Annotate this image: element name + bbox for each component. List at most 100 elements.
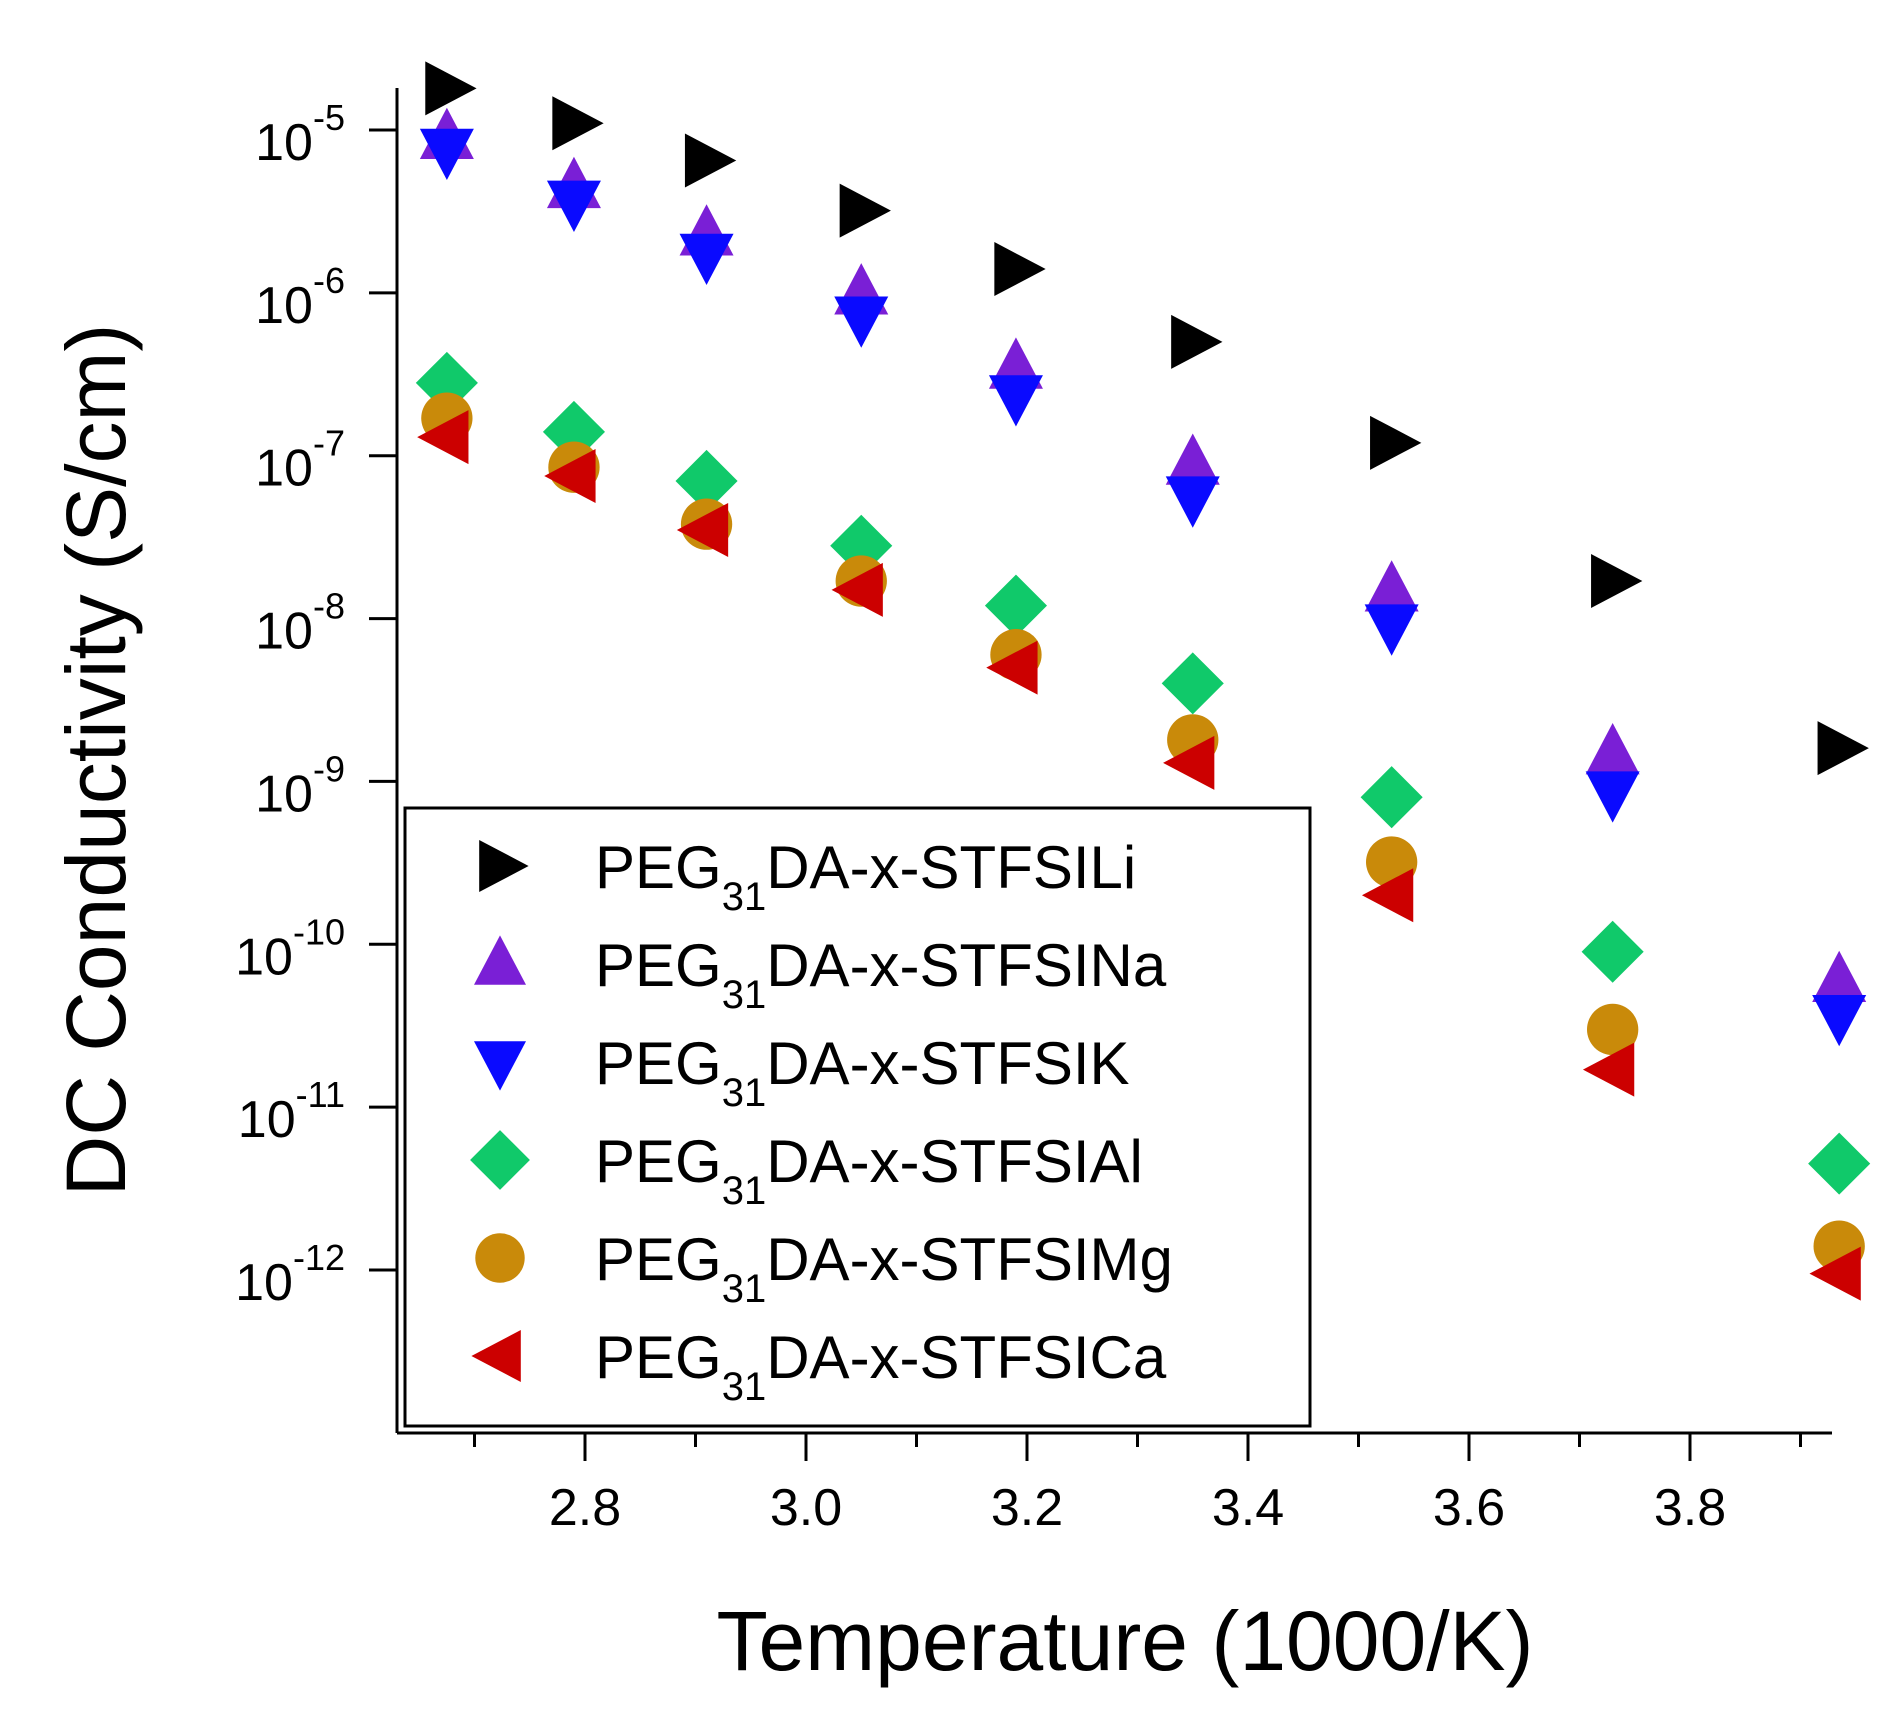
data-point <box>1161 652 1224 715</box>
y-tick-base: 10 <box>255 277 313 335</box>
legend-label-subscript: 31 <box>722 973 767 1017</box>
data-point <box>1360 766 1423 829</box>
y-tick-base: 10 <box>235 928 293 986</box>
data-point <box>830 514 893 577</box>
data-point <box>831 562 883 617</box>
y-tick-base: 10 <box>235 1254 293 1312</box>
legend-label-suffix: DA-x-STFSINa <box>766 932 1167 999</box>
axes <box>395 88 1832 1435</box>
data-point <box>1582 1042 1635 1097</box>
y-tick-exponent: -11 <box>296 1074 345 1115</box>
data-point <box>1591 554 1643 609</box>
legend-label-suffix: DA-x-STFSIK <box>766 1030 1129 1097</box>
ticks: 2.8 3.0 3.2 3.4 3.6 3.810-510-610-710-810-910… <box>235 97 1802 1537</box>
data-point <box>679 233 734 286</box>
legend-label-suffix: DA-x-STFSICa <box>766 1324 1167 1391</box>
y-tick-label: 10-9 <box>255 748 345 823</box>
x-tick-label: 3.2 <box>991 1479 1063 1537</box>
legend-label-subscript: 31 <box>722 1169 767 1213</box>
y-axis-label: DC Conductivity (S/cm) <box>49 324 143 1197</box>
y-tick-exponent: -5 <box>313 97 345 138</box>
y-tick-label: 10-10 <box>235 911 345 986</box>
data-point <box>1585 771 1640 823</box>
y-tick-label: 10-8 <box>255 586 345 661</box>
legend-label-suffix: DA-x-STFSILi <box>766 834 1136 901</box>
y-tick-base: 10 <box>255 603 313 661</box>
legend-label-subscript: 31 <box>722 1267 767 1311</box>
y-tick-exponent: -7 <box>313 423 345 464</box>
legend-marker <box>470 1130 530 1190</box>
legend-label-suffix: DA-x-STFSIAl <box>766 1128 1143 1195</box>
legend-marker <box>475 1233 525 1283</box>
data-point <box>676 502 729 557</box>
data-point <box>994 242 1046 297</box>
y-tick-base: 10 <box>255 765 313 823</box>
legend-marker <box>474 1041 526 1091</box>
x-tick-label: 3.8 <box>1654 1479 1726 1537</box>
legend-marker <box>479 840 529 892</box>
legend-label-subscript: 31 <box>722 1071 767 1115</box>
legend-label-prefix: PEG <box>595 1324 722 1391</box>
series-2 <box>419 128 1867 1047</box>
data-point <box>1165 433 1220 485</box>
y-tick-label: 10-5 <box>255 97 345 172</box>
data-point <box>1163 735 1215 790</box>
y-tick-base: 10 <box>238 1091 296 1149</box>
data-point <box>417 410 469 465</box>
legend-label-suffix: DA-x-STFSIMg <box>766 1226 1173 1293</box>
data-point <box>684 133 737 188</box>
data-point <box>1585 723 1640 775</box>
data-point <box>675 449 738 512</box>
data-point <box>988 375 1043 427</box>
legend-marker <box>474 935 526 985</box>
data-point <box>544 449 596 504</box>
y-tick-exponent: -10 <box>293 911 345 952</box>
legend-label: PEG31DA-x-STFSIK <box>595 1030 1130 1115</box>
legend-label-prefix: PEG <box>595 932 722 999</box>
legend-label-prefix: PEG <box>595 834 722 901</box>
series-0 <box>425 61 1869 776</box>
y-tick-exponent: -12 <box>293 1237 345 1278</box>
data-point <box>1370 415 1422 470</box>
legend-label-subscript: 31 <box>722 1365 767 1409</box>
data-point <box>1812 950 1867 1003</box>
data-point <box>1587 1003 1639 1056</box>
y-tick-label: 10-12 <box>235 1237 345 1312</box>
legend-label: PEG31DA-x-STFSIAl <box>595 1128 1143 1213</box>
legend-marker <box>471 1330 521 1382</box>
series-5 <box>417 410 1861 1301</box>
legend-label-subscript: 31 <box>722 875 767 919</box>
data-point <box>834 296 889 348</box>
data-point <box>1809 1246 1861 1301</box>
data-point <box>1812 994 1867 1047</box>
y-tick-base: 10 <box>255 440 313 498</box>
x-tick-label: 3.4 <box>1212 1479 1284 1537</box>
data-point <box>1581 920 1644 983</box>
legend: PEG31DA-x-STFSILiPEG31DA-x-STFSINaPEG31D… <box>403 806 1312 1428</box>
data-point <box>839 183 891 238</box>
data-point <box>1361 868 1414 923</box>
legend-label-prefix: PEG <box>595 1226 722 1293</box>
y-tick-base: 10 <box>255 114 313 172</box>
y-tick-label: 10-11 <box>238 1074 345 1149</box>
data-point <box>1808 1132 1871 1195</box>
data-point <box>1364 604 1419 656</box>
x-tick-label: 2.8 <box>549 1479 621 1537</box>
data-point <box>984 574 1047 637</box>
data-point <box>986 640 1038 695</box>
data-point <box>552 96 604 151</box>
data-point <box>1165 476 1220 528</box>
x-tick-label: 3.6 <box>1433 1479 1505 1537</box>
x-tick-label: 3.0 <box>770 1479 842 1537</box>
data-point <box>419 128 474 181</box>
data-point <box>1817 721 1869 776</box>
data-point <box>1171 314 1223 369</box>
legend-label: PEG31DA-x-STFSIMg <box>595 1226 1173 1311</box>
data-marks <box>415 61 1871 1301</box>
y-tick-exponent: -9 <box>313 748 345 789</box>
data-point <box>1364 560 1419 612</box>
y-tick-label: 10-7 <box>255 423 345 498</box>
legend-box <box>403 806 1312 1428</box>
y-tick-exponent: -6 <box>313 260 345 301</box>
